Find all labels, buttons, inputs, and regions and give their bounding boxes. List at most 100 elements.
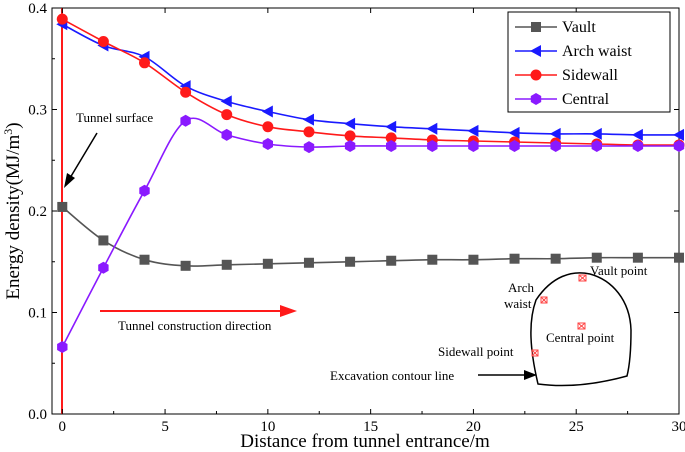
data-point-arch-waist <box>508 126 520 139</box>
data-point-central <box>139 184 150 197</box>
series-line-sidewall <box>61 18 680 146</box>
data-point-vault <box>386 255 397 266</box>
data-point-vault <box>180 260 191 271</box>
data-point-arch-waist <box>385 120 397 133</box>
x-tick-label: 10 <box>260 419 275 435</box>
data-point-central <box>221 128 232 141</box>
data-point-vault <box>591 252 602 263</box>
data-point-central <box>98 261 109 274</box>
construction-direction-arrowhead <box>280 305 297 317</box>
y-tick-label: 0.0 <box>28 407 47 423</box>
series-layer <box>56 13 685 353</box>
legend-label-arch-waist: Arch waist <box>562 43 632 60</box>
vault-point-marker <box>578 274 587 282</box>
y-tick-label: 0.1 <box>28 306 47 322</box>
data-point-vault <box>468 254 479 265</box>
data-point-sidewall <box>56 13 68 25</box>
data-point-sidewall <box>221 109 233 121</box>
y-tick-label: 0.4 <box>28 1 47 17</box>
y-tick-label: 0.2 <box>28 204 47 220</box>
data-point-sidewall <box>262 121 274 133</box>
legend-label-vault: Vault <box>562 19 596 36</box>
data-point-arch-waist <box>344 117 356 130</box>
data-point-vault <box>57 201 68 212</box>
data-point-arch-waist <box>302 113 314 126</box>
arch-waist-label-line2: waist <box>504 296 532 311</box>
excavation-contour-shape <box>530 272 632 387</box>
arch-waist-label-line1: Arch <box>508 280 534 295</box>
data-point-central <box>262 138 273 150</box>
data-point-central <box>180 114 191 127</box>
data-point-arch-waist <box>631 128 643 141</box>
data-point-arch-waist <box>220 95 232 108</box>
legend: Vault Arch waist Sidewall Central <box>507 11 671 113</box>
legend-items: Vault Arch waist Sidewall Central <box>515 19 632 108</box>
data-point-sidewall <box>303 126 315 138</box>
data-point-sidewall <box>344 130 356 142</box>
data-point-vault <box>427 254 438 265</box>
arch-waist-marker <box>540 296 548 304</box>
series-vault <box>57 201 684 271</box>
legend-label-sidewall: Sidewall <box>562 67 619 84</box>
data-point-vault <box>632 252 643 263</box>
data-point-arch-waist <box>549 127 561 140</box>
legend-marker-sidewall <box>530 69 542 81</box>
x-tick-label: 20 <box>466 419 481 435</box>
data-point-vault <box>262 258 273 269</box>
data-point-vault <box>303 257 314 268</box>
y-axis-title: Energy density(MJ/m3) <box>1 122 24 299</box>
x-tick-label: 25 <box>569 419 584 435</box>
y-tick-label: 0.3 <box>28 103 47 119</box>
legend-marker-central <box>530 93 542 105</box>
data-point-sidewall <box>180 86 192 98</box>
x-tick-label: 0 <box>59 419 67 435</box>
data-point-central <box>632 140 644 152</box>
sidewall-point-label: Sidewall point <box>438 344 514 359</box>
data-point-vault <box>345 256 356 267</box>
series-central <box>57 114 685 353</box>
data-point-vault <box>550 253 561 264</box>
series-line-arch-waist <box>61 23 680 136</box>
data-point-vault <box>98 235 109 246</box>
x-axis-title: Distance from tunnel entrance/m <box>240 431 490 452</box>
data-point-arch-waist <box>261 105 273 118</box>
data-point-central <box>673 140 685 152</box>
data-point-central <box>344 140 356 152</box>
legend-marker-arch-waist <box>530 45 541 57</box>
data-point-vault <box>674 252 684 263</box>
data-point-sidewall <box>97 35 109 47</box>
tunnel-cross-section-inset: Vault point Arch waist Central point Sid… <box>330 263 648 387</box>
x-tick-label: 5 <box>161 419 169 435</box>
data-point-central <box>427 140 438 152</box>
tunnel-surface-arrow-shaft <box>69 132 98 179</box>
central-point-marker <box>577 322 586 330</box>
excavation-contour-label: Excavation contour line <box>330 368 454 383</box>
data-point-arch-waist <box>590 127 602 140</box>
data-point-central <box>303 141 315 154</box>
legend-marker-vault <box>531 22 541 32</box>
vault-point-label: Vault point <box>590 263 648 278</box>
tunnel-surface-label: Tunnel surface <box>76 110 153 125</box>
x-tick-label: 15 <box>363 419 378 435</box>
sidewall-point-marker <box>531 349 539 357</box>
data-point-central <box>509 140 520 152</box>
data-point-central <box>386 140 397 152</box>
data-point-central <box>550 140 561 152</box>
data-point-sidewall <box>385 132 397 144</box>
data-point-central <box>591 140 602 152</box>
data-point-arch-waist <box>426 122 438 135</box>
legend-label-central: Central <box>562 91 610 108</box>
data-point-central <box>468 140 479 152</box>
central-point-label: Central point <box>546 330 615 345</box>
data-point-vault <box>139 254 150 265</box>
data-point-arch-waist <box>467 124 479 137</box>
x-tick-label: 30 <box>672 419 685 435</box>
data-point-vault <box>221 259 232 270</box>
axes-layer: 0 5 10 15 20 25 30 0.0 0.1 0.2 0.3 0.4 <box>28 1 685 435</box>
series-line-vault <box>61 206 679 267</box>
data-point-vault <box>509 253 520 264</box>
excavation-contour-arrowhead <box>524 370 537 380</box>
construction-direction-label: Tunnel construction direction <box>118 318 272 333</box>
data-point-central <box>57 341 68 353</box>
